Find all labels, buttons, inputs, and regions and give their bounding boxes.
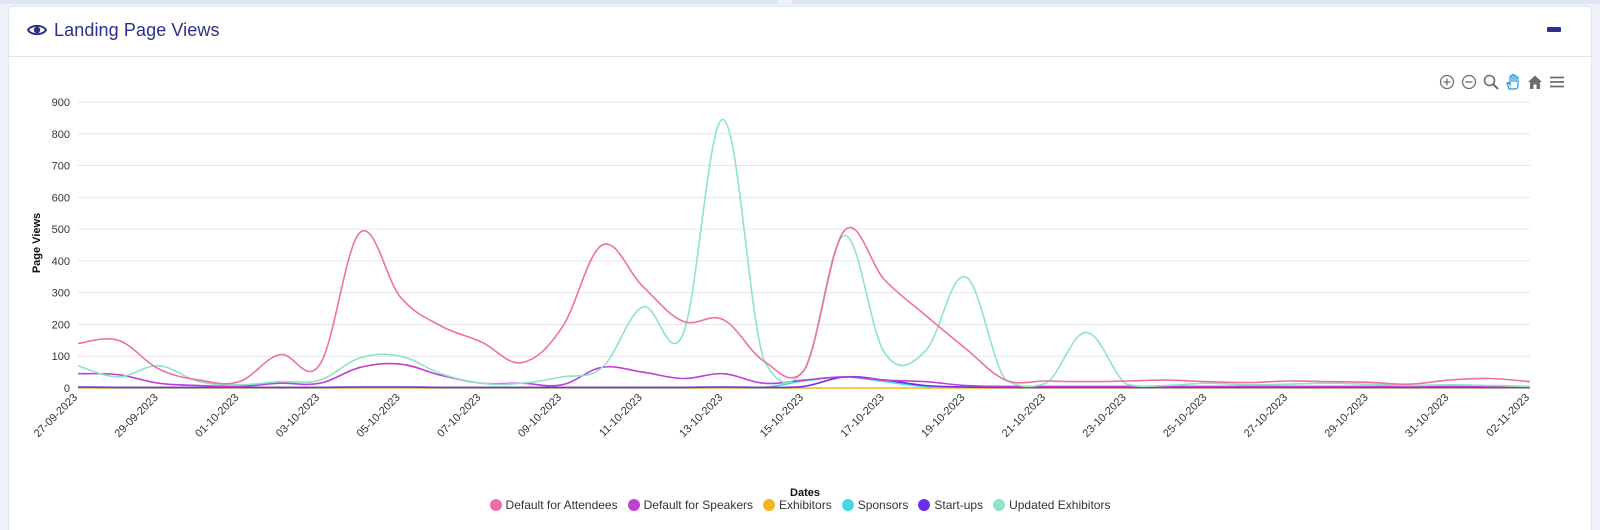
chart-toolbar xyxy=(1438,73,1566,91)
y-tick-label: 800 xyxy=(52,129,70,141)
pan-icon[interactable] xyxy=(1504,73,1522,91)
legend-label: Updated Exhibitors xyxy=(1009,498,1111,512)
legend-item[interactable]: Default for Attendees xyxy=(489,498,618,512)
y-tick-label: 900 xyxy=(52,97,70,109)
landing-page-views-card: Landing Page Views xyxy=(8,6,1592,530)
series-line-updated-exhibitors xyxy=(77,118,1531,388)
x-tick-label: 03-10-2023 xyxy=(274,392,322,440)
x-axis-title: Dates xyxy=(790,487,820,499)
legend-marker xyxy=(627,499,640,511)
card-title: Landing Page Views xyxy=(54,20,220,40)
series-line-default-for-speakers xyxy=(77,362,1530,388)
top-strip-right xyxy=(792,0,1600,4)
legend-label: Default for Attendees xyxy=(505,498,618,512)
x-tick-label: 02-11-2023 xyxy=(1484,392,1532,440)
y-tick-label: 300 xyxy=(52,288,70,300)
top-strip-left xyxy=(0,0,778,4)
y-tick-label: 100 xyxy=(52,351,70,363)
x-tick-label: 29-10-2023 xyxy=(1323,392,1371,440)
chart-legend: Default for Attendees Default for Speaker… xyxy=(0,498,1600,512)
x-tick-label: 25-10-2023 xyxy=(1161,392,1209,440)
x-tick-label: 29-09-2023 xyxy=(113,392,161,440)
x-tick-label: 27-09-2023 xyxy=(32,392,80,440)
legend-label: Sponsors xyxy=(857,498,909,512)
x-tick-label: 19-10-2023 xyxy=(919,392,967,440)
x-tick-label: 17-10-2023 xyxy=(839,392,887,440)
x-tick-label: 31-10-2023 xyxy=(1403,392,1451,440)
legend-item[interactable]: Sponsors xyxy=(841,498,909,512)
x-tick-label: 09-10-2023 xyxy=(516,392,564,440)
y-tick-label: 500 xyxy=(52,224,70,236)
legend-item[interactable]: Exhibitors xyxy=(763,498,832,512)
x-tick-label: 11-10-2023 xyxy=(597,392,645,440)
legend-label: Default for Speakers xyxy=(643,498,753,512)
eye-icon xyxy=(27,24,47,36)
x-tick-label: 27-10-2023 xyxy=(1242,392,1290,440)
x-tick-label: 21-10-2023 xyxy=(1000,392,1048,440)
y-axis-title: Page Views xyxy=(31,213,43,273)
legend-marker xyxy=(489,499,502,511)
y-tick-label: 600 xyxy=(52,192,70,204)
y-tick-label: 400 xyxy=(52,256,70,268)
card-header: Landing Page Views xyxy=(9,7,1591,57)
y-tick-label: 200 xyxy=(52,319,70,331)
x-tick-label: 07-10-2023 xyxy=(435,392,483,440)
minus-icon[interactable] xyxy=(1547,27,1561,32)
legend-marker xyxy=(918,499,931,511)
x-tick-label: 15-10-2023 xyxy=(758,392,806,440)
legend-marker xyxy=(841,499,854,511)
legend-label: Exhibitors xyxy=(779,498,832,512)
legend-marker xyxy=(763,499,775,511)
legend-item[interactable]: Default for Speakers xyxy=(627,498,753,512)
legend-label: Start-ups xyxy=(934,498,984,512)
x-tick-label: 23-10-2023 xyxy=(1081,392,1129,440)
x-tick-label: 01-10-2023 xyxy=(193,392,241,440)
legend-item[interactable]: Start-ups xyxy=(918,498,983,512)
series-line-start-ups xyxy=(77,375,1530,389)
zoom-out-icon[interactable] xyxy=(1460,73,1478,91)
legend-marker xyxy=(993,499,1006,511)
series-line-default-for-attendees xyxy=(77,226,1531,386)
x-tick-label: 13-10-2023 xyxy=(677,392,725,440)
zoom-in-icon[interactable] xyxy=(1438,73,1456,91)
reset-home-icon[interactable] xyxy=(1526,73,1544,91)
legend-item[interactable]: Updated Exhibitors xyxy=(993,498,1110,512)
y-tick-label: 0 xyxy=(64,383,70,395)
zoom-select-icon[interactable] xyxy=(1482,73,1500,91)
x-tick-label: 05-10-2023 xyxy=(355,392,403,440)
menu-icon[interactable] xyxy=(1548,73,1566,91)
y-tick-label: 700 xyxy=(52,161,70,173)
